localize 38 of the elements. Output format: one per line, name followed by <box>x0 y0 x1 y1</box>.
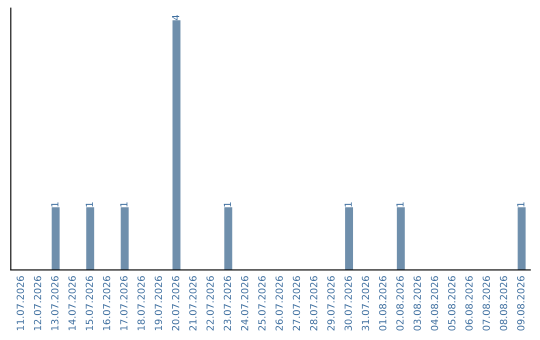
x-tick-label: 30.07.2026 <box>344 276 352 330</box>
x-tick-label: 09.08.2026 <box>517 276 524 331</box>
data-label: 1 <box>396 202 404 207</box>
x-tick-label: 26.07.2026 <box>276 276 283 330</box>
x-tick-label: 13.07.2026 <box>51 276 58 330</box>
x-tick-label: 11.07.2026 <box>16 276 24 330</box>
x-tick-label: 25.07.2026 <box>258 276 266 330</box>
x-tick-label: 12.07.2026 <box>34 276 42 330</box>
x-tick-label: 22.07.2026 <box>206 276 214 330</box>
data-label: 1 <box>344 202 352 207</box>
x-tick-label: 17.07.2026 <box>120 276 128 330</box>
x-tick-label: 15.07.2026 <box>86 276 94 330</box>
data-label: 4 <box>172 14 180 20</box>
x-tick-label: 19.07.2026 <box>154 276 162 330</box>
x-tick-label: 02.08.2026 <box>396 276 404 331</box>
data-label: 1 <box>86 202 93 207</box>
x-tick-label: 21.07.2026 <box>189 276 197 330</box>
x-tick-label: 14.07.2026 <box>68 276 76 330</box>
x-tick-label: 07.08.2026 <box>482 276 490 331</box>
x-tick-label: 29.07.2026 <box>327 276 335 330</box>
data-label: 1 <box>517 202 524 207</box>
x-tick-label: 06.08.2026 <box>465 276 473 331</box>
x-tick-label: 18.07.2026 <box>137 276 145 330</box>
data-label: 1 <box>224 202 231 207</box>
x-tick-label: 03.08.2026 <box>414 276 421 331</box>
data-label: 1 <box>51 202 58 207</box>
x-tick-label: 28.07.2026 <box>310 276 318 330</box>
x-tick-label: 08.08.2026 <box>500 276 508 331</box>
x-tick-label: 01.08.2026 <box>379 276 386 331</box>
x-tick-label: 16.07.2026 <box>102 276 110 330</box>
x-tick-label: 20.07.2026 <box>172 276 180 330</box>
x-tick-label: 04.08.2026 <box>430 276 438 331</box>
x-tick-label: 23.07.2026 <box>224 276 232 330</box>
x-tick-label: 05.08.2026 <box>448 276 456 331</box>
data-label: 1 <box>120 202 128 207</box>
x-tick-label: 27.07.2026 <box>292 276 300 330</box>
x-tick-label: 24.07.2026 <box>240 276 248 330</box>
x-tick-label: 31.07.2026 <box>362 276 370 330</box>
